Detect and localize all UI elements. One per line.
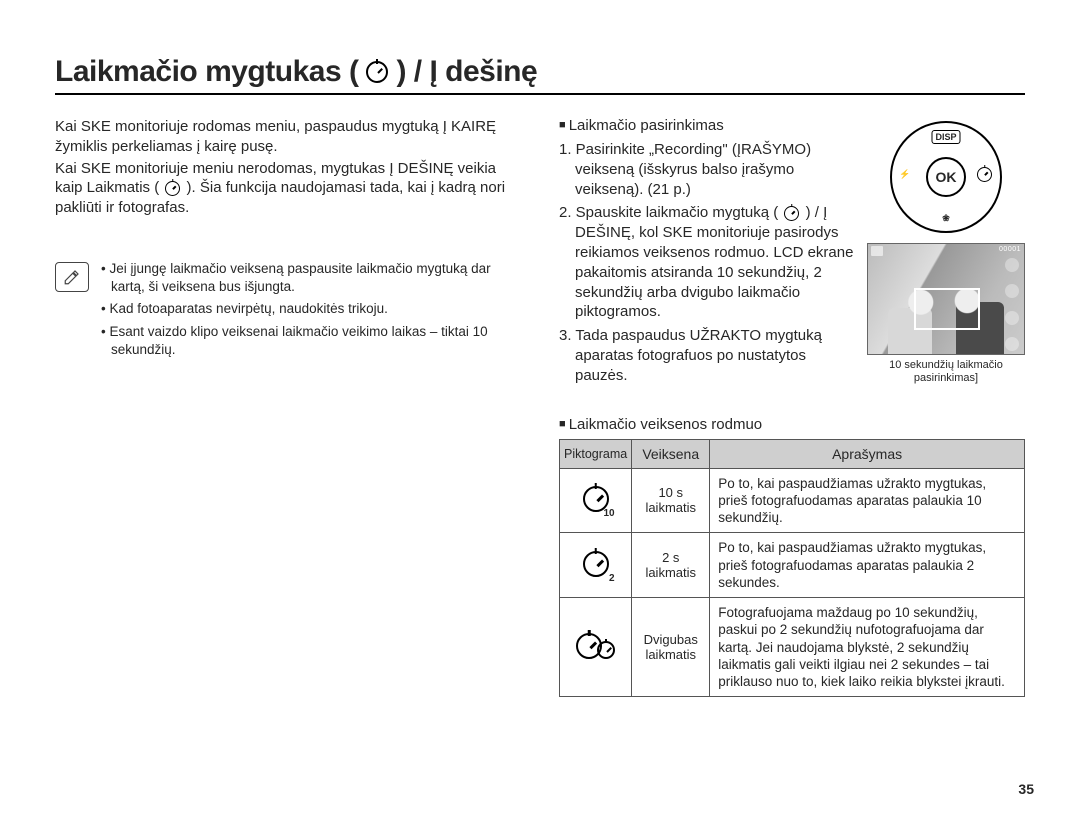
left-column: Kai SKE monitoriuje rodomas meniu, paspa… bbox=[55, 117, 521, 697]
note-item: Esant vaizdo klipo veiksenai laikmačio v… bbox=[101, 323, 521, 359]
dpad-ok-button: OK bbox=[926, 157, 966, 197]
title-text-1: Laikmačio mygtukas ( bbox=[55, 55, 358, 89]
mode-name: 10 s laikmatis bbox=[632, 468, 710, 533]
timer-icon bbox=[366, 61, 388, 83]
macro-icon: ❀ bbox=[942, 213, 950, 224]
page-title: Laikmačio mygtukas ( ) / Į dešinę bbox=[55, 55, 1025, 89]
right-column: Laikmačio pasirinkimas 1. Pasirinkite „R… bbox=[559, 117, 1025, 697]
step-2: 2. Spauskite laikmačio mygtuką ( ) / Į D… bbox=[559, 203, 859, 322]
step-1: 1. Pasirinkite „Recording" (ĮRAŠYMO) vei… bbox=[559, 140, 859, 199]
timer-2-icon: 2 bbox=[560, 533, 632, 598]
timer-icon bbox=[784, 206, 799, 221]
timer-modes-table: Piktograma Veiksena Aprašymas 10 10 s la… bbox=[559, 439, 1025, 698]
camera-mode-icon bbox=[871, 246, 883, 256]
timer-double-icon bbox=[560, 598, 632, 697]
note-item: Jei įjungę laikmačio veikseną paspausite… bbox=[101, 260, 521, 296]
timer-icon bbox=[165, 181, 180, 196]
th-desc: Aprašymas bbox=[710, 439, 1025, 468]
timer-10-icon: 10 bbox=[560, 468, 632, 533]
page-title-wrap: Laikmačio mygtukas ( ) / Į dešinę bbox=[55, 55, 1025, 95]
step-3: 3. Tada paspaudus UŽRAKTO mygtuką aparat… bbox=[559, 326, 859, 385]
note-list: Jei įjungę laikmačio veikseną paspausite… bbox=[101, 260, 521, 363]
preview-counter: 00001 bbox=[999, 246, 1021, 253]
dpad-right-timer-icon bbox=[975, 167, 994, 184]
mode-desc: Po to, kai paspaudžiamas užrakto mygtuka… bbox=[710, 533, 1025, 598]
page-number: 35 bbox=[1018, 781, 1034, 797]
dpad-disp-label: DISP bbox=[931, 130, 960, 144]
preview-caption: 10 sekundžių laikmačio pasirinkimas] bbox=[867, 359, 1025, 385]
table-row: 2 2 s laikmatis Po to, kai paspaudžiamas… bbox=[560, 533, 1025, 598]
mode-name: Dvigubas laikmatis bbox=[632, 598, 710, 697]
table-row: 10 10 s laikmatis Po to, kai paspaudžiam… bbox=[560, 468, 1025, 533]
lcd-preview: 00001 bbox=[867, 243, 1025, 355]
table-row: Dvigubas laikmatis Fotografuojama maždau… bbox=[560, 598, 1025, 697]
steps-list: 1. Pasirinkite „Recording" (ĮRAŠYMO) vei… bbox=[559, 140, 859, 386]
section-heading-2: Laikmačio veiksenos rodmuo bbox=[559, 416, 1025, 433]
note-pencil-icon bbox=[55, 262, 89, 292]
flash-icon: ⚡ bbox=[899, 169, 910, 180]
note-item: Kad fotoaparatas nevirpėtų, naudokitės t… bbox=[101, 300, 521, 318]
mode-desc: Fotografuojama maždaug po 10 sekundžių, … bbox=[710, 598, 1025, 697]
focus-frame bbox=[914, 288, 980, 330]
dpad-illustration: DISP ⚡ OK ❀ bbox=[890, 121, 1002, 233]
mode-desc: Po to, kai paspaudžiamas užrakto mygtuka… bbox=[710, 468, 1025, 533]
mode-name: 2 s laikmatis bbox=[632, 533, 710, 598]
section-heading: Laikmačio pasirinkimas bbox=[559, 117, 859, 134]
title-text-2: ) / Į dešinę bbox=[396, 55, 537, 89]
para-1: Kai SKE monitoriuje rodomas meniu, paspa… bbox=[55, 117, 521, 157]
th-icon: Piktograma bbox=[560, 439, 632, 468]
th-mode: Veiksena bbox=[632, 439, 710, 468]
para-2: Kai SKE monitoriuje meniu nerodomas, myg… bbox=[55, 159, 521, 218]
note-box: Jei įjungę laikmačio veikseną paspausite… bbox=[55, 260, 521, 363]
